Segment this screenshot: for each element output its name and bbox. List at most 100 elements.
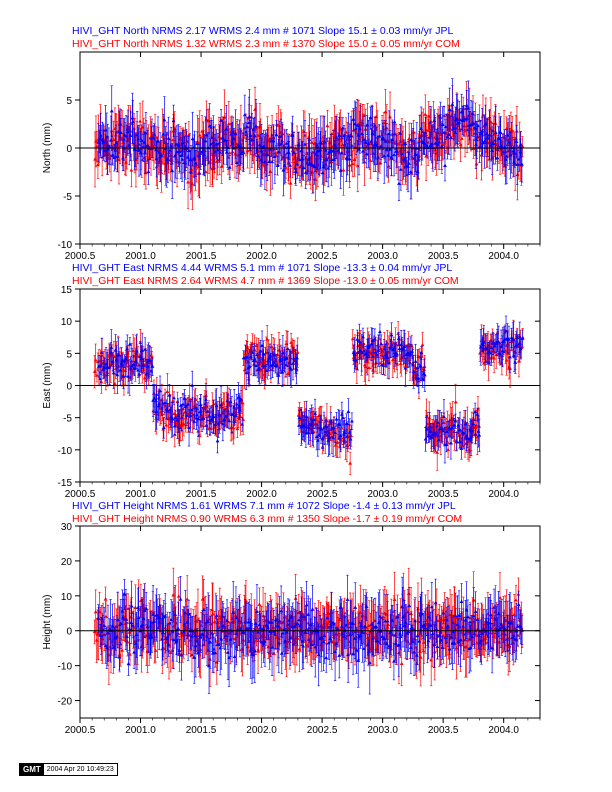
data-point: [171, 118, 176, 123]
data-point: [124, 134, 128, 138]
data-point: [366, 141, 371, 146]
data-point: [241, 149, 245, 154]
data-point: [446, 447, 451, 452]
data-point: [309, 161, 314, 166]
data-point: [409, 169, 413, 173]
data-point: [324, 157, 329, 162]
data-point: [288, 181, 293, 185]
y-axis-label: North (mm): [42, 123, 53, 174]
data-point: [256, 133, 261, 137]
data-point: [109, 138, 113, 142]
data-point: [435, 450, 440, 454]
data-point: [186, 180, 190, 184]
data-point: [276, 123, 281, 127]
data-point: [154, 147, 158, 152]
series-jpl-north: [96, 78, 524, 201]
data-point: [383, 110, 388, 114]
data-point: [364, 151, 369, 156]
x-tick-label: 2002.0: [246, 251, 277, 262]
data-point: [349, 143, 354, 147]
data-point: [458, 117, 462, 122]
data-point: [368, 158, 373, 162]
data-point: [403, 141, 408, 145]
data-point: [275, 163, 280, 168]
data-point: [437, 140, 441, 144]
data-point: [334, 135, 339, 139]
data-point: [109, 108, 114, 113]
data-point: [252, 133, 257, 137]
data-point: [395, 149, 399, 153]
data-point: [433, 141, 438, 145]
data-point: [220, 135, 225, 139]
data-point: [170, 168, 175, 173]
data-point: [177, 149, 182, 154]
data-point: [413, 152, 418, 157]
data-point: [143, 130, 148, 135]
data-point: [303, 170, 308, 174]
data-point: [186, 148, 191, 153]
data-point: [461, 106, 466, 111]
data-point: [270, 159, 275, 164]
data-point: [452, 438, 457, 442]
data-point: [518, 149, 523, 154]
data-point: [440, 122, 445, 126]
data-point: [318, 147, 323, 152]
data-point: [514, 139, 519, 143]
data-point: [146, 169, 151, 174]
data-point: [423, 130, 428, 135]
data-point: [516, 157, 521, 161]
data-point: [376, 155, 380, 159]
data-point: [125, 127, 130, 131]
data-point: [93, 358, 98, 362]
data-point: [235, 160, 239, 164]
data-point: [447, 107, 452, 111]
data-point: [487, 140, 492, 145]
data-point: [507, 140, 512, 144]
data-point: [386, 164, 391, 168]
data-point: [428, 143, 433, 148]
data-point: [303, 142, 307, 146]
data-point: [152, 391, 156, 395]
data-point: [195, 141, 200, 146]
data-point: [428, 120, 432, 124]
data-point: [162, 117, 167, 122]
data-point: [396, 331, 401, 335]
data-point: [198, 151, 203, 155]
data-point: [398, 131, 403, 135]
data-point: [512, 151, 517, 155]
data-point: [239, 151, 244, 156]
data-point: [245, 148, 250, 153]
data-point: [129, 168, 134, 172]
data-point: [453, 399, 458, 404]
data-point: [137, 148, 141, 152]
data-point: [296, 143, 301, 147]
data-layer: [92, 315, 525, 476]
data-point: [377, 134, 382, 138]
data-point: [282, 163, 287, 168]
data-point: [210, 135, 214, 140]
data-point: [459, 136, 464, 140]
data-point: [95, 373, 99, 377]
data-point: [233, 131, 238, 136]
data-point: [255, 153, 260, 157]
data-point: [367, 365, 371, 369]
data-point: [166, 136, 171, 140]
data-point: [286, 150, 291, 155]
data-point: [244, 348, 249, 352]
data-point: [271, 138, 276, 143]
data-point: [442, 130, 446, 134]
data-point: [295, 162, 300, 166]
data-point: [479, 153, 484, 157]
data-point: [504, 154, 509, 158]
data-point: [197, 171, 202, 175]
data-point: [193, 161, 198, 165]
x-tick-label: 2004.0: [488, 251, 519, 262]
data-point: [291, 150, 296, 154]
data-point: [180, 140, 185, 145]
data-point: [254, 124, 258, 128]
data-point: [226, 121, 231, 126]
data-point: [293, 166, 298, 170]
data-point: [190, 136, 195, 141]
data-point: [498, 130, 503, 135]
data-point: [139, 138, 144, 142]
